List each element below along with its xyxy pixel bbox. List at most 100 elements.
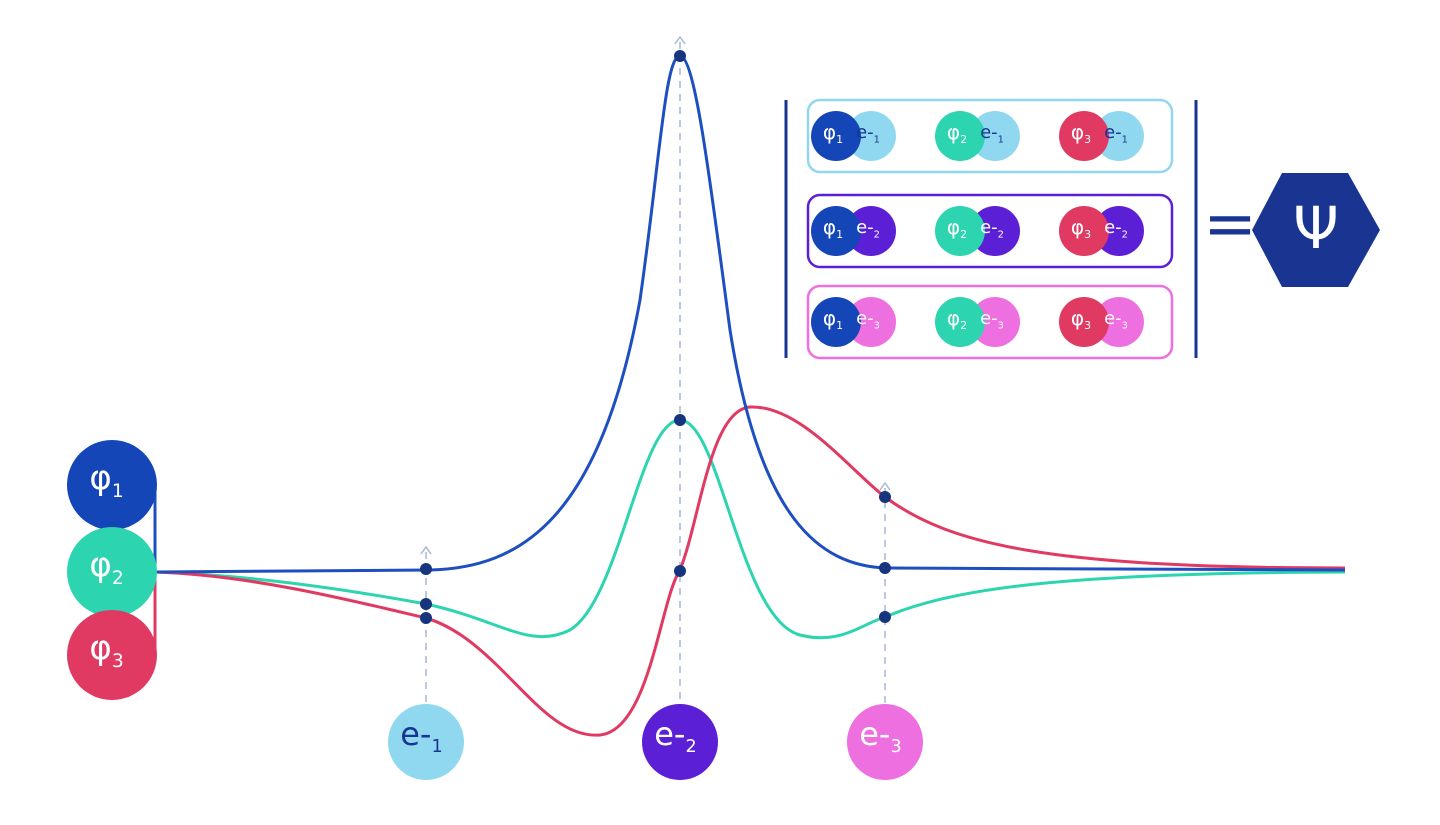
symbol: φ [1071,120,1084,144]
node [970,206,1020,256]
subscript: 1 [431,737,442,757]
symbol: e- [654,715,685,753]
label: e-1 [400,715,442,757]
label: e-2 [1104,217,1128,240]
symbol: e- [1104,217,1122,238]
label: e-1 [980,122,1004,145]
label: e-2 [980,217,1004,240]
node [1059,297,1109,347]
symbol: φ [823,215,836,239]
node [1094,206,1144,256]
arrowheads [420,35,891,555]
subscript: 3 [874,320,880,331]
node [846,111,896,161]
label: φ1 [823,120,843,147]
symbol: e- [856,308,874,329]
label: φ3 [89,628,123,672]
subscript: 1 [874,134,880,145]
node [811,206,861,256]
node [67,527,157,617]
psi-hexagon [1252,173,1380,287]
symbol: e- [856,217,874,238]
symbol: φ [947,306,960,330]
node [811,111,861,161]
node [1094,111,1144,161]
subscript: 3 [1122,320,1128,331]
node [388,704,464,780]
node [935,111,985,161]
wave-curve [154,418,1346,640]
equals: = [1203,188,1257,262]
subscript: 2 [874,229,880,240]
subscript: 3 [1084,133,1091,146]
subscript: 3 [890,737,901,757]
label: e-2 [856,217,880,240]
subscript: 1 [836,228,843,241]
subscript: 1 [112,480,124,501]
label: e-3 [1104,308,1128,331]
label: e-3 [980,308,1004,331]
symbol: e- [980,308,998,329]
label: φ3 [1071,120,1091,147]
node [811,297,861,347]
subscript: 3 [112,650,124,671]
symbol: φ [947,215,960,239]
subscript: 3 [998,320,1004,331]
symbol: φ [823,306,836,330]
symbol: e- [859,715,890,753]
symbol: φ [823,120,836,144]
label: φ3 [1071,215,1091,242]
symbol: φ [947,120,960,144]
points [420,50,891,624]
subscript: 1 [1122,134,1128,145]
symbol: e- [856,122,874,143]
symbol: φ [1071,215,1084,239]
label: φ3 [1071,306,1091,333]
subscript: 3 [1084,319,1091,332]
subscript: 2 [1122,229,1128,240]
subscript: 2 [112,567,124,588]
node [642,704,718,780]
label: φ2 [89,545,123,589]
node [970,111,1020,161]
matrix-row [806,284,1174,360]
symbol: φ [89,458,111,498]
node [1059,111,1109,161]
symbol: e- [980,217,998,238]
subscript: 2 [685,737,696,757]
label: e-1 [1104,122,1128,145]
symbol: e- [1104,122,1122,143]
label: φ2 [947,120,967,147]
subscript: 2 [960,133,967,146]
symbol: φ [1071,306,1084,330]
node [67,610,157,700]
guides [425,42,886,705]
subscript: 2 [998,229,1004,240]
node [846,206,896,256]
subscript: 1 [998,134,1004,145]
node [935,297,985,347]
subscript: 1 [836,133,843,146]
matrix-row [806,98,1174,174]
subscript: 2 [960,319,967,332]
label: e-3 [856,308,880,331]
label: e-1 [856,122,880,145]
label: φ1 [823,306,843,333]
node [935,206,985,256]
node [970,297,1020,347]
label: φ2 [947,215,967,242]
psi: Ψ [1293,194,1339,262]
subscript: 1 [836,319,843,332]
node [1094,297,1144,347]
label: φ2 [947,306,967,333]
node [847,704,923,780]
subscript: 3 [1084,228,1091,241]
symbol: φ [89,545,111,585]
node [1059,206,1109,256]
symbol: e- [400,715,431,753]
label: φ1 [823,215,843,242]
symbol: φ [89,628,111,668]
symbol: e- [1104,308,1122,329]
label: e-2 [654,715,696,757]
